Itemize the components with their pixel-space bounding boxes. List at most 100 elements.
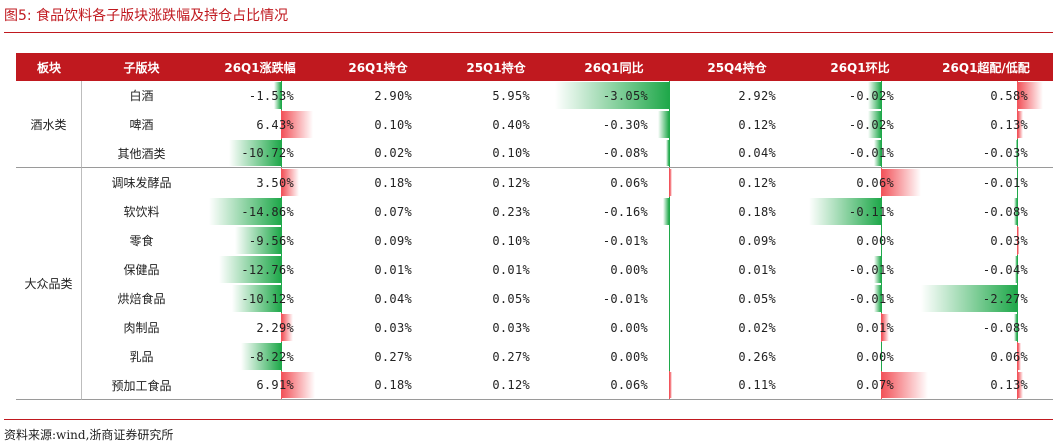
value-text: 0.09% xyxy=(738,233,776,248)
value-text: -0.01% xyxy=(848,291,894,306)
holding-25q4-col-cell: 0.04% xyxy=(673,139,801,168)
sub-sector-label: 烘焙食品 xyxy=(117,292,166,306)
column-header: 26Q1超配/低配 xyxy=(919,53,1053,81)
holding-25q4-col-cell: 0.12% xyxy=(673,110,801,139)
value-text: 0.01% xyxy=(856,320,894,335)
holding-25q4-col-cell: 0.09% xyxy=(673,226,801,255)
overweight-col-cell: -0.01% xyxy=(919,168,1053,197)
column-header: 26Q1涨跌幅 xyxy=(201,53,319,81)
bar-zero-axis xyxy=(669,226,670,255)
qoq-col-cell: -0.01% xyxy=(801,255,919,284)
value-text: -0.01% xyxy=(848,262,894,277)
data-bar xyxy=(273,82,281,109)
holding-26q1-col-cell: 0.03% xyxy=(319,313,437,342)
holding-25q4-col-cell: 0.11% xyxy=(673,371,801,400)
holding-25q4-col-cell: 0.01% xyxy=(673,255,801,284)
value-text: 0.05% xyxy=(492,291,530,306)
value-text: 0.01% xyxy=(492,262,530,277)
bar-zero-axis xyxy=(669,197,670,226)
sub-sector-label: 白酒 xyxy=(129,89,154,103)
yoy-col-cell: -0.30% xyxy=(555,110,673,139)
bar-zero-axis xyxy=(1017,110,1018,139)
chg-col-cell: 2.29% xyxy=(201,313,319,342)
value-text: 0.58% xyxy=(990,88,1028,103)
sub-sector-label: 保健品 xyxy=(123,263,160,277)
holding-25q1-col-cell: 0.12% xyxy=(437,168,555,197)
chg-col-cell: -14.86% xyxy=(201,197,319,226)
data-bar xyxy=(882,314,889,341)
data-bar xyxy=(670,169,673,196)
bar-zero-axis xyxy=(669,284,670,313)
chg-col-cell: -9.56% xyxy=(201,226,319,255)
overweight-col-cell: 0.06% xyxy=(919,342,1053,371)
yoy-col-cell: 0.00% xyxy=(555,313,673,342)
value-text: -0.11% xyxy=(848,204,894,219)
value-text: -0.02% xyxy=(848,117,894,132)
qoq-col-cell: -0.02% xyxy=(801,110,919,139)
bar-zero-axis xyxy=(281,226,282,255)
value-text: -8.22% xyxy=(248,349,294,364)
bar-zero-axis xyxy=(669,342,670,371)
value-text: 0.18% xyxy=(738,204,776,219)
holding-25q1-col-cell: 5.95% xyxy=(437,81,555,110)
value-text: -0.16% xyxy=(602,204,648,219)
value-text: 0.11% xyxy=(738,378,776,392)
value-text: -0.01% xyxy=(848,146,894,160)
data-bar xyxy=(1013,314,1017,341)
bar-zero-axis xyxy=(881,110,882,139)
data-bar xyxy=(882,372,928,398)
holding-25q1-col-cell: 0.01% xyxy=(437,255,555,284)
bar-zero-axis xyxy=(1017,342,1018,371)
yoy-col-cell: 0.06% xyxy=(555,371,673,400)
holding-25q1-col-cell: 0.10% xyxy=(437,226,555,255)
yoy-col-cell: -0.01% xyxy=(555,226,673,255)
value-text: 0.06% xyxy=(610,175,648,190)
value-text: -3.05% xyxy=(602,88,648,103)
bar-zero-axis xyxy=(281,284,282,313)
holding-25q1-col-cell: 0.03% xyxy=(437,313,555,342)
data-bar xyxy=(282,314,294,341)
sub-sector-label: 软饮料 xyxy=(123,205,160,219)
bar-zero-axis xyxy=(281,255,282,284)
bar-zero-axis xyxy=(669,313,670,342)
value-text: 2.90% xyxy=(374,88,412,103)
chg-col-cell: 6.43% xyxy=(201,110,319,139)
value-text: 0.18% xyxy=(374,378,412,392)
value-text: 0.27% xyxy=(374,349,412,364)
bar-zero-axis xyxy=(669,81,670,110)
value-text: 0.00% xyxy=(610,262,648,277)
holdings-table: 板块 子版块 26Q1涨跌幅 26Q1持仓 25Q1持仓 26Q1同比 25Q4持仓 26Q1… xyxy=(16,53,1053,400)
chg-col-cell: 3.50% xyxy=(201,168,319,197)
value-text: -0.01% xyxy=(982,175,1028,190)
value-text: 0.12% xyxy=(738,117,776,132)
bar-zero-axis xyxy=(281,168,282,197)
bar-zero-axis xyxy=(1017,226,1018,255)
holding-26q1-col-cell: 0.01% xyxy=(319,255,437,284)
data-bar xyxy=(1018,372,1024,398)
value-text: 0.40% xyxy=(492,117,530,132)
holding-26q1-col-cell: 0.07% xyxy=(319,197,437,226)
bar-zero-axis xyxy=(881,255,882,284)
holding-26q1-col-cell: 0.02% xyxy=(319,139,437,168)
overweight-col-cell: -0.08% xyxy=(919,197,1053,226)
data-bar xyxy=(282,169,299,196)
qoq-col-cell: -0.01% xyxy=(801,284,919,313)
bar-zero-axis xyxy=(881,81,882,110)
chg-col-cell: -10.72% xyxy=(201,139,319,168)
value-text: 0.00% xyxy=(610,349,648,364)
bottom-rule xyxy=(4,419,1053,420)
value-text: 0.12% xyxy=(738,175,776,190)
value-text: 0.04% xyxy=(738,146,776,160)
value-text: 0.09% xyxy=(374,233,412,248)
value-text: -0.04% xyxy=(982,262,1028,277)
value-text: 0.06% xyxy=(610,378,648,392)
holding-26q1-col-cell: 0.27% xyxy=(319,342,437,371)
bar-zero-axis xyxy=(881,226,882,255)
group-label: 大众品类 xyxy=(16,168,82,400)
yoy-col-cell: 0.00% xyxy=(555,342,673,371)
data-bar xyxy=(234,227,281,254)
bar-zero-axis xyxy=(881,168,882,197)
holding-25q1-col-cell: 0.12% xyxy=(437,371,555,400)
value-text: 2.92% xyxy=(738,88,776,103)
value-text: 0.03% xyxy=(374,320,412,335)
